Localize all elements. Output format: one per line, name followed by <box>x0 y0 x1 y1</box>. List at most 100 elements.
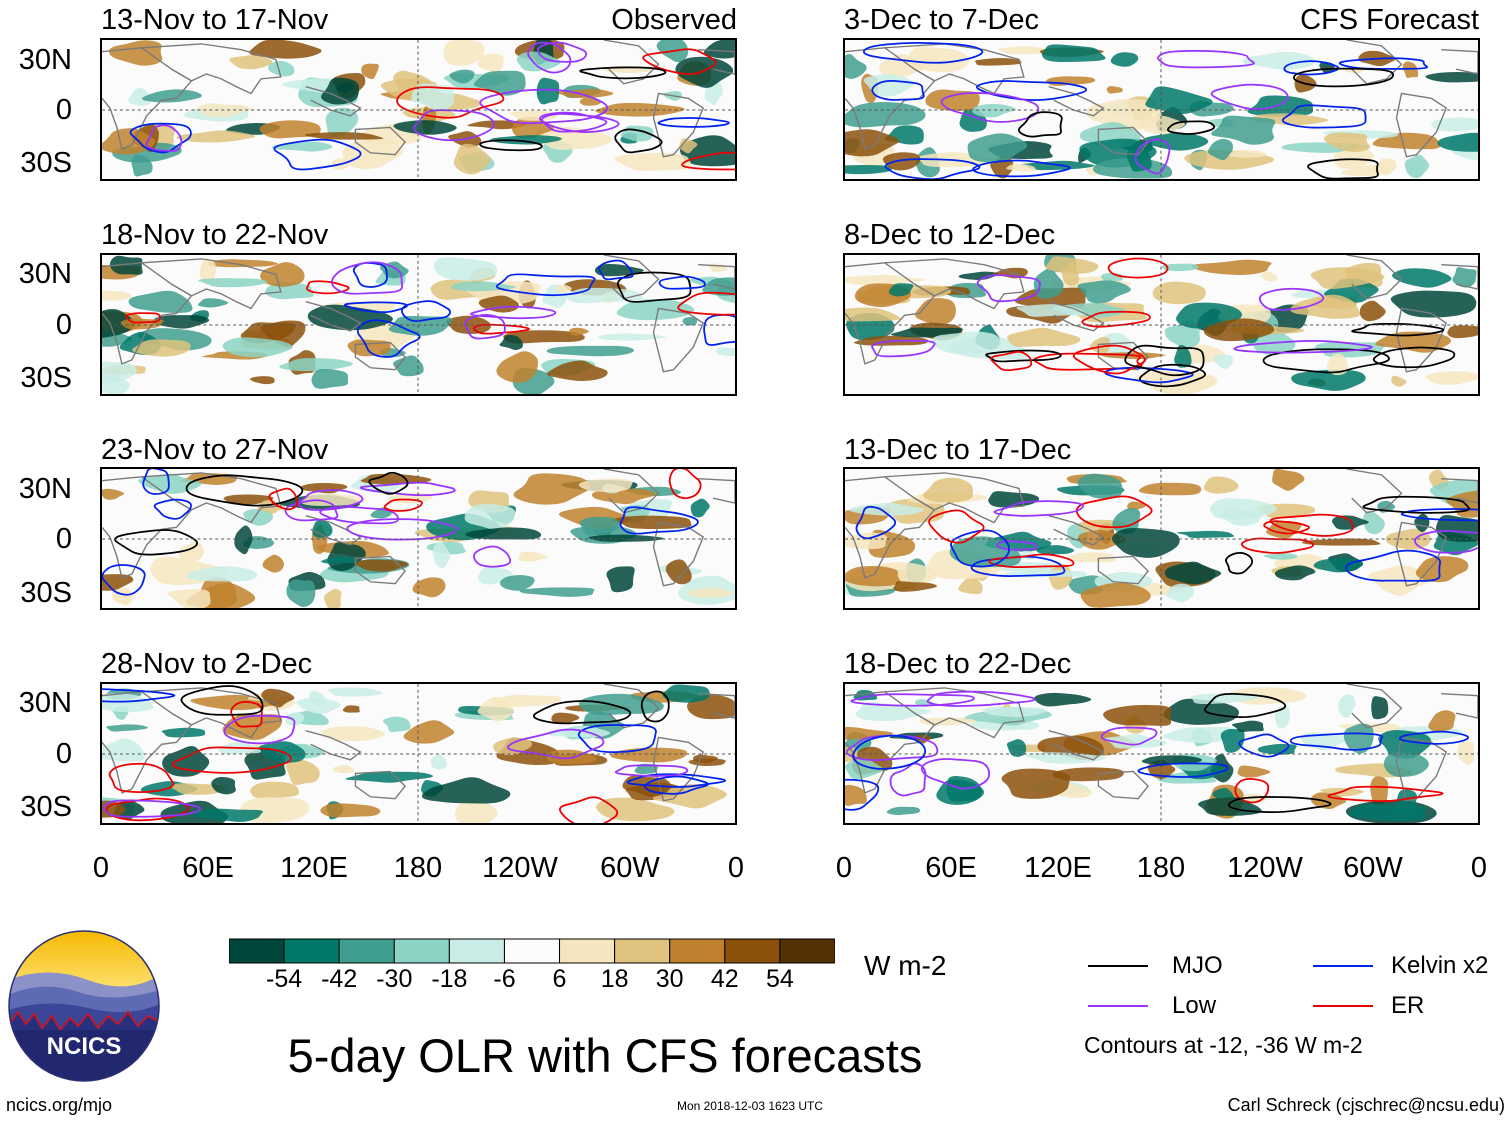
olr-anomaly-shading <box>1457 741 1475 765</box>
colorbar-swatch <box>448 938 505 964</box>
olr-anomaly-shading <box>1127 501 1146 511</box>
wave-contour <box>396 86 505 119</box>
wave-contour <box>495 273 596 297</box>
olr-anomaly-shading <box>1392 268 1452 288</box>
legend-label-low: Low <box>1172 992 1217 1019</box>
olr-anomaly-shading <box>1338 694 1356 718</box>
wave-contour <box>950 529 1010 568</box>
footer-url[interactable]: ncics.org/mjo <box>6 1095 113 1115</box>
olr-anomaly-shading <box>1274 705 1290 729</box>
wave-contour <box>1204 693 1287 718</box>
olr-anomaly-shading <box>652 784 727 809</box>
legend-label-kelvin: Kelvin x2 <box>1391 952 1489 979</box>
olr-anomaly-shading <box>1263 553 1298 560</box>
olr-anomaly-shading <box>1080 582 1151 608</box>
olr-anomaly-shading <box>1006 739 1027 757</box>
olr-anomaly-shading <box>490 135 562 145</box>
olr-anomaly-shading <box>1025 752 1106 764</box>
olr-anomaly-shading <box>304 132 384 140</box>
wave-contour <box>889 762 927 797</box>
coastline <box>698 693 735 719</box>
olr-anomaly-shading <box>606 566 635 593</box>
olr-anomaly-shading <box>1006 163 1036 172</box>
olr-anomaly-shading <box>1261 271 1278 282</box>
olr-anomaly-shading <box>845 307 901 322</box>
colorbar-label: -42 <box>321 965 358 993</box>
olr-anomaly-shading <box>286 579 316 608</box>
olr-anomaly-shading <box>932 331 1001 355</box>
olr-anomaly-shading <box>141 89 202 103</box>
olr-anomaly-shading <box>1331 515 1369 530</box>
olr-anomaly-shading <box>845 784 867 806</box>
olr-anomaly-shading <box>1161 263 1199 272</box>
colorbar-swatch <box>559 938 616 964</box>
coastline <box>698 478 735 504</box>
olr-anomaly-shading <box>259 120 321 139</box>
olr-anomaly-shading <box>1138 482 1202 496</box>
olr-anomaly-shading <box>250 376 275 385</box>
olr-anomaly-shading <box>138 473 202 494</box>
wave-contour <box>1345 549 1441 582</box>
wave-contour <box>1307 158 1379 179</box>
olr-anomaly-shading <box>296 697 341 714</box>
olr-anomaly-shading <box>845 164 893 175</box>
olr-anomaly-shading <box>1163 698 1239 725</box>
legend-label-er: ER <box>1391 992 1425 1019</box>
olr-anomaly-shading <box>1133 371 1218 394</box>
wave-contour <box>145 124 183 152</box>
olr-anomaly-shading <box>845 566 901 587</box>
wave-contour <box>359 481 456 497</box>
colorbar-label: 6 <box>552 965 567 993</box>
olr-anomaly-shading <box>260 262 305 287</box>
olr-anomaly-shading <box>327 687 383 697</box>
olr-anomaly-shading <box>958 271 999 280</box>
wave-contour <box>1157 50 1255 69</box>
olr-anomaly-shading <box>906 46 970 73</box>
wave-contour <box>579 66 667 80</box>
panel-1-title: 13-Nov to 17-Nov <box>101 4 329 36</box>
olr-anomaly-shading <box>137 328 212 351</box>
olr-anomaly-shading <box>579 516 621 536</box>
wave-contour <box>1081 310 1151 328</box>
wave-contour <box>677 291 735 316</box>
wave-contour <box>180 685 264 716</box>
wave-contour <box>1338 57 1429 70</box>
coastline <box>141 687 282 739</box>
wave-contour <box>657 117 730 128</box>
wave-contour <box>614 764 689 777</box>
coastline <box>652 307 705 373</box>
olr-anomaly-shading <box>517 551 548 562</box>
wave-contour <box>305 280 350 295</box>
olr-anomaly-shading <box>1045 256 1099 274</box>
olr-anomaly-shading <box>186 566 258 582</box>
olr-anomaly-shading <box>1391 375 1407 387</box>
olr-anomaly-shading <box>1313 557 1364 573</box>
olr-anomaly-shading <box>178 541 204 562</box>
wave-contour <box>368 471 409 495</box>
olr-anomaly-shading <box>675 56 734 88</box>
wave-contour <box>108 762 175 793</box>
olr-anomaly-shading <box>1138 114 1185 135</box>
olr-anomaly-shading <box>569 327 589 336</box>
coastline <box>141 258 282 310</box>
olr-anomaly-shading <box>1404 154 1430 179</box>
coastline <box>102 476 193 579</box>
olr-anomaly-shading <box>464 503 516 530</box>
olr-anomaly-shading <box>983 706 1046 717</box>
panel-6-title: 13-Dec to 17-Dec <box>844 434 1072 466</box>
colorbar-label: 54 <box>765 965 794 993</box>
coastline <box>102 262 193 365</box>
olr-anomaly-shading <box>536 77 560 105</box>
coastline <box>845 476 936 579</box>
olr-anomaly-shading <box>1232 720 1264 733</box>
lon-label: 60W <box>600 852 660 884</box>
lat-label-30s: 30S <box>20 147 72 179</box>
coastline <box>652 92 705 158</box>
colorbar-label: 42 <box>710 965 739 993</box>
olr-anomaly-shading <box>388 315 453 336</box>
olr-anomaly-shading <box>1363 510 1385 535</box>
olr-anomaly-shading <box>102 693 154 713</box>
olr-anomaly-shading <box>198 278 268 288</box>
olr-anomaly-shading <box>1291 369 1366 391</box>
olr-anomaly-shading <box>1152 281 1206 305</box>
